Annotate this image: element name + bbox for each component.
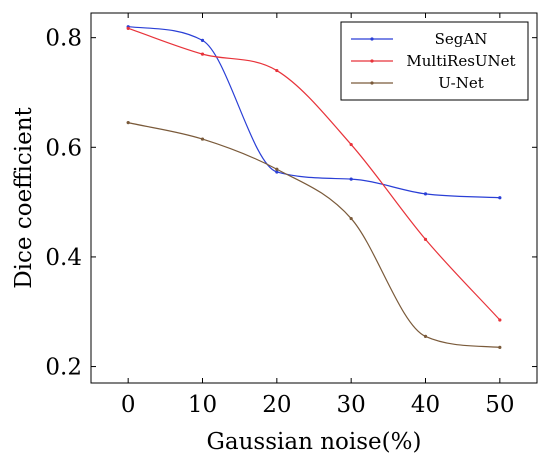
x-axis-title: Gaussian noise(%) [207, 429, 422, 455]
x-tick-label: 0 [121, 392, 136, 418]
data-point-multiresunet [423, 237, 428, 241]
data-point-multiresunet [126, 26, 130, 30]
y-tick-label: 0.2 [45, 355, 82, 381]
data-point-u-net [126, 121, 130, 125]
x-tick-label: 30 [337, 392, 366, 418]
legend-marker-segan [370, 37, 374, 41]
legend-marker-multiresunet [370, 59, 374, 63]
data-point-segan [275, 170, 279, 174]
series-line-u-net [128, 122, 500, 348]
data-point-segan [423, 192, 428, 196]
data-point-u-net [498, 345, 502, 349]
data-point-segan [200, 38, 205, 43]
legend-label-segan: SegAN [435, 30, 488, 48]
series-lines [126, 25, 502, 349]
data-point-u-net [275, 167, 279, 171]
data-point-u-net [423, 334, 428, 339]
legend-label-multiresunet: MultiResUNet [406, 52, 515, 70]
y-axis-title: Dice coefficient [11, 106, 37, 288]
x-tick-label: 40 [411, 392, 440, 418]
axis-ticks: 0 10 20 30 40 50 0.2 0.4 0.6 0.8 [45, 13, 537, 418]
data-point-u-net [349, 216, 353, 221]
x-tick-label: 10 [188, 392, 217, 418]
data-point-multiresunet [498, 318, 502, 322]
data-point-multiresunet [349, 142, 353, 147]
y-tick-label: 0.4 [45, 245, 82, 271]
x-tick-label: 50 [485, 392, 514, 418]
data-point-segan [349, 177, 353, 181]
data-point-multiresunet [200, 52, 205, 56]
x-tick-label: 20 [262, 392, 291, 418]
data-point-segan [498, 196, 502, 200]
legend: SegAN MultiResUNet U-Net [340, 21, 529, 101]
y-tick-label: 0.8 [45, 26, 82, 52]
legend-label-u-net: U-Net [438, 74, 483, 92]
data-point-u-net [200, 137, 205, 141]
y-tick-label: 0.6 [45, 135, 82, 161]
data-point-multiresunet [275, 68, 279, 73]
legend-marker-u-net [370, 81, 374, 85]
plot-frame [90, 12, 538, 384]
